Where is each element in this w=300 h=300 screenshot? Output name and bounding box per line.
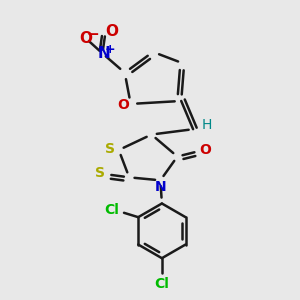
Text: Cl: Cl [104,203,119,217]
Text: O: O [105,24,118,39]
Text: −: − [86,28,99,43]
Text: H: H [201,118,212,132]
Text: O: O [80,31,93,46]
Text: Cl: Cl [154,277,169,291]
Text: N: N [155,180,167,194]
Text: +: + [104,43,115,56]
Text: N: N [98,46,110,61]
Text: O: O [117,98,129,112]
Text: O: O [199,143,211,157]
Text: S: S [106,142,116,155]
Text: S: S [95,167,105,181]
